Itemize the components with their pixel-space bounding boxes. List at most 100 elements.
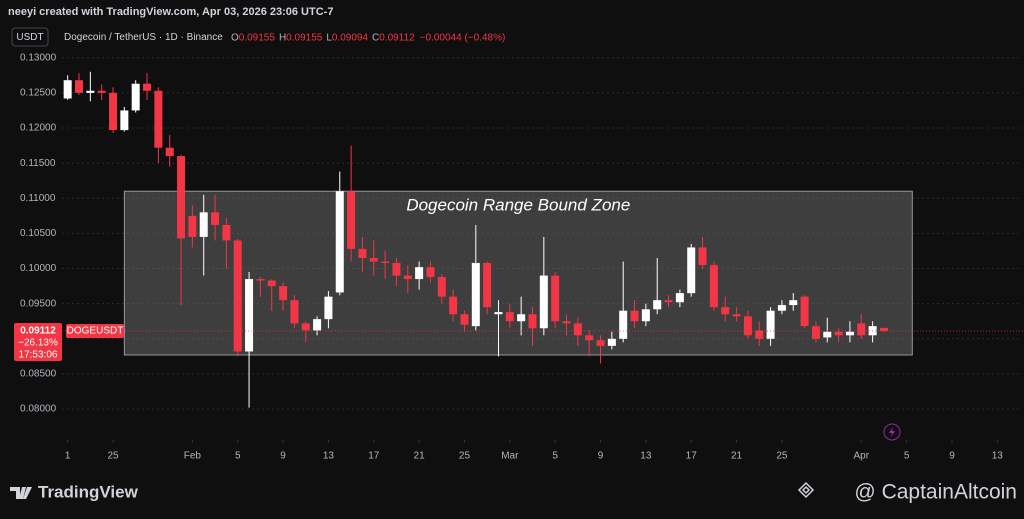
currency-button[interactable]: USDT [16, 32, 43, 43]
logo-icon [10, 487, 32, 499]
candle-body [347, 191, 356, 249]
ohlc-key: H [279, 32, 286, 43]
candle-body [154, 90, 163, 148]
candle-body [789, 300, 798, 306]
ohlc-legend: O0.09155 H0.09155 L0.09094 C0.09112 −0.00044… [231, 32, 505, 43]
ohlc-key: C [372, 32, 379, 43]
x-tick-label: 9 [280, 451, 286, 462]
currency-button-frame[interactable] [11, 27, 49, 47]
x-tick-label: 1 [65, 451, 71, 462]
candle-body [823, 331, 832, 338]
x-tick-label: Feb [184, 451, 202, 462]
ohlc-key: L [326, 32, 332, 43]
y-tick-label: 0.11000 [20, 193, 56, 204]
candle-body [211, 212, 220, 225]
candle-body [188, 215, 197, 237]
attribution: neeyi created with TradingView.com, Apr … [8, 6, 333, 18]
candle-body [721, 307, 730, 315]
ohlc-value: 0.09155 [286, 32, 323, 43]
candle-body [63, 80, 72, 99]
watermark-icon [797, 481, 815, 499]
candle-body [120, 110, 129, 131]
price-label-box [14, 322, 62, 361]
candle-body [607, 338, 616, 346]
candle-body [800, 296, 809, 327]
alert-bolt [889, 427, 895, 437]
zone-label: Dogecoin Range Bound Zone [406, 196, 630, 215]
alert-icon[interactable] [883, 423, 901, 441]
y-tick-label: 0.09500 [20, 298, 57, 309]
candle-body [403, 275, 412, 280]
symbol-label: DOGEUSDT [67, 326, 124, 337]
candle-body [505, 312, 514, 322]
x-tick-label: 25 [459, 451, 471, 462]
candle-body [879, 327, 888, 331]
candle-body [426, 267, 435, 277]
candle-body [528, 314, 537, 329]
candle-body [766, 310, 775, 339]
candle-body [743, 316, 752, 336]
candle-body [483, 262, 492, 308]
symbol-label-box [66, 323, 124, 338]
candle-body [596, 340, 605, 346]
candle-body [199, 212, 208, 237]
candle-body [109, 92, 118, 131]
candle-body [834, 331, 843, 336]
candle-body [845, 331, 854, 336]
candle-body [256, 279, 265, 281]
x-tick-label: Mar [501, 451, 519, 462]
ohlc-value: 0.09094 [332, 32, 369, 43]
candle-body [630, 310, 639, 322]
countdown: 17:53:06 [19, 350, 58, 361]
symbol-info: Dogecoin / TetherUS · 1D · Binance [64, 32, 223, 43]
candle-body [641, 309, 650, 322]
candle-body [437, 276, 446, 297]
candle-body [551, 275, 560, 322]
candle-body [381, 261, 390, 263]
ohlc-change: −0.00044 (−0.48%) [420, 32, 506, 43]
candle-body [267, 280, 276, 287]
watermark: @ CaptainAltcoin [854, 481, 1017, 504]
candle-body [585, 335, 594, 341]
candle-body [279, 286, 288, 301]
candle-body [517, 314, 526, 322]
price-change: −26.13% [18, 338, 58, 349]
candle-body [358, 248, 367, 258]
candle-body [494, 312, 503, 315]
x-tick-label: 13 [992, 451, 1004, 462]
candle-body [709, 265, 718, 308]
x-tick-label: 13 [323, 451, 335, 462]
candle-body [664, 300, 673, 303]
y-tick-label: 0.11500 [20, 158, 56, 169]
logo-text: TradingView [38, 482, 139, 501]
candle-body [86, 90, 95, 93]
y-tick-label: 0.08000 [20, 404, 57, 415]
candle-body [573, 323, 582, 336]
ohlc-key: O [231, 32, 239, 43]
candle-body [449, 296, 458, 315]
candle-body [698, 247, 707, 266]
x-tick-label: 13 [640, 451, 652, 462]
tradingview-logo: TradingView [10, 482, 139, 501]
y-tick-label: 0.12000 [20, 123, 57, 134]
candle-body [755, 330, 764, 339]
x-tick-label: 17 [368, 451, 380, 462]
candle-body [245, 279, 254, 352]
candle-body [687, 247, 696, 294]
x-tick-label: Apr [853, 451, 869, 462]
x-tick-label: 5 [904, 451, 910, 462]
ohlc-value: 0.09155 [239, 32, 276, 43]
candle-body [857, 323, 866, 336]
y-tick-label: 0.13000 [20, 52, 57, 63]
ohlc-value: 0.09112 [379, 32, 415, 43]
candle-body [313, 319, 322, 331]
x-tick-label: 17 [686, 451, 698, 462]
candle-body [233, 240, 242, 352]
x-tick-label: 21 [414, 451, 426, 462]
candle-body [290, 300, 299, 324]
x-tick-label: 25 [107, 451, 119, 462]
candle-body [777, 305, 786, 311]
candle-body [392, 262, 401, 276]
